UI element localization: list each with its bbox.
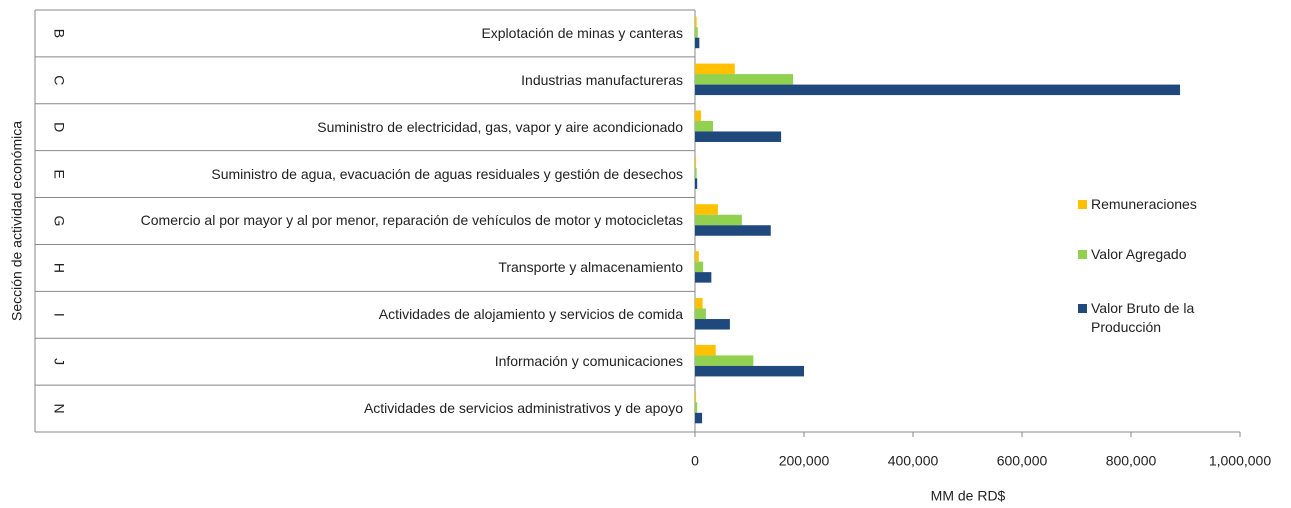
section-label: D	[51, 122, 67, 132]
bar	[695, 412, 703, 424]
category-label-box: Actividades de alojamiento y servicios d…	[379, 291, 683, 338]
category-label: Información y comunicaciones	[494, 353, 683, 370]
bar	[695, 120, 713, 132]
bar	[695, 344, 716, 356]
legend-item: Valor Agregado	[1078, 245, 1278, 264]
legend-item: Remuneraciones	[1078, 195, 1278, 214]
x-tick-label: 800,000	[1106, 453, 1157, 469]
bar	[695, 27, 698, 38]
section-label: I	[51, 313, 67, 317]
section-label: E	[51, 169, 67, 178]
bar	[695, 16, 697, 28]
legend-item: Valor Bruto de la Producción	[1078, 299, 1203, 337]
category-label: Suministro de agua, evacuación de aguas …	[211, 165, 683, 182]
category-label-box: Industrias manufactureras	[521, 57, 683, 104]
bar	[695, 214, 742, 226]
section-label: C	[51, 75, 67, 85]
category-label: Suministro de electricidad, gas, vapor y…	[317, 118, 683, 135]
bar	[695, 37, 700, 49]
bar	[695, 225, 771, 236]
bar	[695, 157, 697, 168]
section-label: G	[51, 216, 67, 227]
bar	[695, 131, 782, 142]
category-label-box: Comercio al por mayor y al por menor, re…	[141, 198, 683, 245]
x-axis-title: MM de RD$	[931, 488, 1006, 504]
category-label: Transporte y almacenamiento	[498, 259, 683, 276]
bar	[695, 63, 735, 75]
bar	[695, 74, 794, 85]
bar	[695, 251, 699, 262]
bar	[695, 298, 703, 309]
category-label: Actividades de servicios administrativos…	[363, 400, 683, 417]
x-tick-label: 0	[691, 453, 699, 469]
bar	[695, 391, 697, 403]
legend-swatch	[1078, 200, 1087, 209]
y-axis-title: Sección de actividad económica	[9, 121, 25, 321]
category-label-box: Explotación de minas y canteras	[481, 10, 683, 57]
category-label-box: Información y comunicaciones	[495, 338, 683, 385]
bar	[695, 110, 701, 121]
bar	[695, 308, 706, 320]
section-label: B	[51, 29, 67, 38]
x-tick-label: 1,000,000	[1209, 453, 1271, 469]
bar	[695, 272, 712, 283]
bar	[695, 319, 730, 330]
legend-label: Valor Bruto de la Producción	[1091, 300, 1195, 335]
bar	[695, 261, 704, 273]
category-label-box: Suministro de agua, evacuación de aguas …	[211, 151, 683, 198]
category-label: Actividades de alojamiento y servicios d…	[378, 306, 683, 323]
category-label-box: Actividades de servicios administrativos…	[364, 385, 683, 432]
legend-swatch	[1078, 304, 1087, 313]
bar	[695, 84, 1181, 96]
bar	[695, 204, 718, 215]
category-label-box: Suministro de electricidad, gas, vapor y…	[317, 104, 683, 151]
category-label: Explotación de minas y canteras	[481, 24, 683, 41]
bar	[695, 167, 697, 179]
section-label: N	[51, 403, 67, 413]
bar	[695, 355, 754, 366]
bar	[695, 402, 698, 413]
legend-swatch	[1078, 250, 1087, 259]
legend-label: Remuneraciones	[1091, 196, 1197, 212]
category-label: Industrias manufactureras	[521, 71, 683, 88]
category-label: Comercio al por mayor y al por menor, re…	[140, 212, 683, 229]
legend-label: Valor Agregado	[1091, 246, 1187, 262]
bar	[695, 178, 698, 189]
x-tick-label: 400,000	[888, 453, 939, 469]
section-label: J	[51, 358, 67, 365]
section-label: H	[51, 263, 67, 273]
x-tick-label: 200,000	[779, 453, 830, 469]
x-tick-label: 600,000	[997, 453, 1048, 469]
category-label-box: Transporte y almacenamiento	[498, 244, 683, 291]
bar	[695, 365, 804, 377]
